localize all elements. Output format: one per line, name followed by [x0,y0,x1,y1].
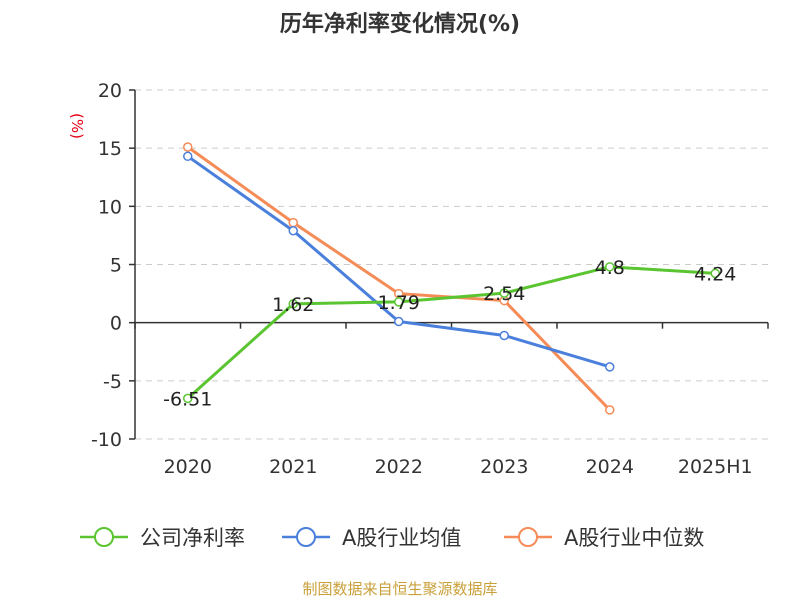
data-label: 4.24 [694,263,736,285]
data-point [499,330,509,341]
data-point [183,393,193,404]
y-tick-label: 15 [98,138,122,160]
data-point [183,142,193,152]
chart-title: 历年净利率变化情况(%) [280,11,520,37]
data-point [605,405,615,415]
data-labels: -6.51 1.62 1.79 2.54 4.8 4.24 [163,257,736,411]
legend-marker-icon [518,527,538,547]
series-line [186,155,611,369]
x-tick-label: 2021 [269,456,317,478]
legend-item[interactable]: A股行业中位数 [504,526,704,550]
data-label: 1.62 [272,294,314,316]
data-point [605,262,615,272]
y-tick-label: -10 [91,429,122,451]
legend-label: 公司净利率 [140,526,245,550]
x-tick-label: 2024 [586,456,634,478]
legend-label: A股行业均值 [342,526,461,550]
data-point [288,217,298,228]
legend-marker-icon [94,527,114,547]
legend[interactable]: 公司净利率 A股行业均值 A股行业中位数 [80,526,704,550]
y-tick-label: -5 [103,371,122,393]
data-point [605,362,615,372]
data-point [394,316,404,327]
legend-item[interactable]: A股行业均值 [282,526,461,550]
grid-lines [135,89,768,440]
x-tick-label: 2022 [375,456,423,478]
x-tick-label: 2023 [480,456,528,478]
series-line [186,265,716,400]
series-lines [183,142,720,415]
y-unit-label: (%) [68,113,86,139]
data-point [499,288,509,298]
y-tick-label: 5 [110,255,122,277]
data-point [288,299,298,309]
legend-label: A股行业中位数 [564,526,704,550]
data-label: 1.79 [378,292,420,314]
data-point [394,297,404,307]
source-note: 制图数据来自恒生聚源数据库 [302,580,497,598]
y-tick-label: 10 [98,196,122,218]
data-point [288,226,298,236]
y-tick-label: 20 [98,80,122,102]
x-tick-label: 2025H1 [678,456,753,478]
y-tick-label: 0 [110,313,122,335]
legend-item[interactable]: 公司净利率 [80,526,245,550]
legend-marker-icon [296,527,316,547]
data-point [710,268,720,279]
x-tick-label: 2020 [164,456,212,478]
data-point [183,151,193,162]
data-label: -6.51 [163,388,212,410]
data-label: 2.54 [483,283,525,305]
data-label: 4.8 [595,257,625,279]
series-line [186,145,611,411]
